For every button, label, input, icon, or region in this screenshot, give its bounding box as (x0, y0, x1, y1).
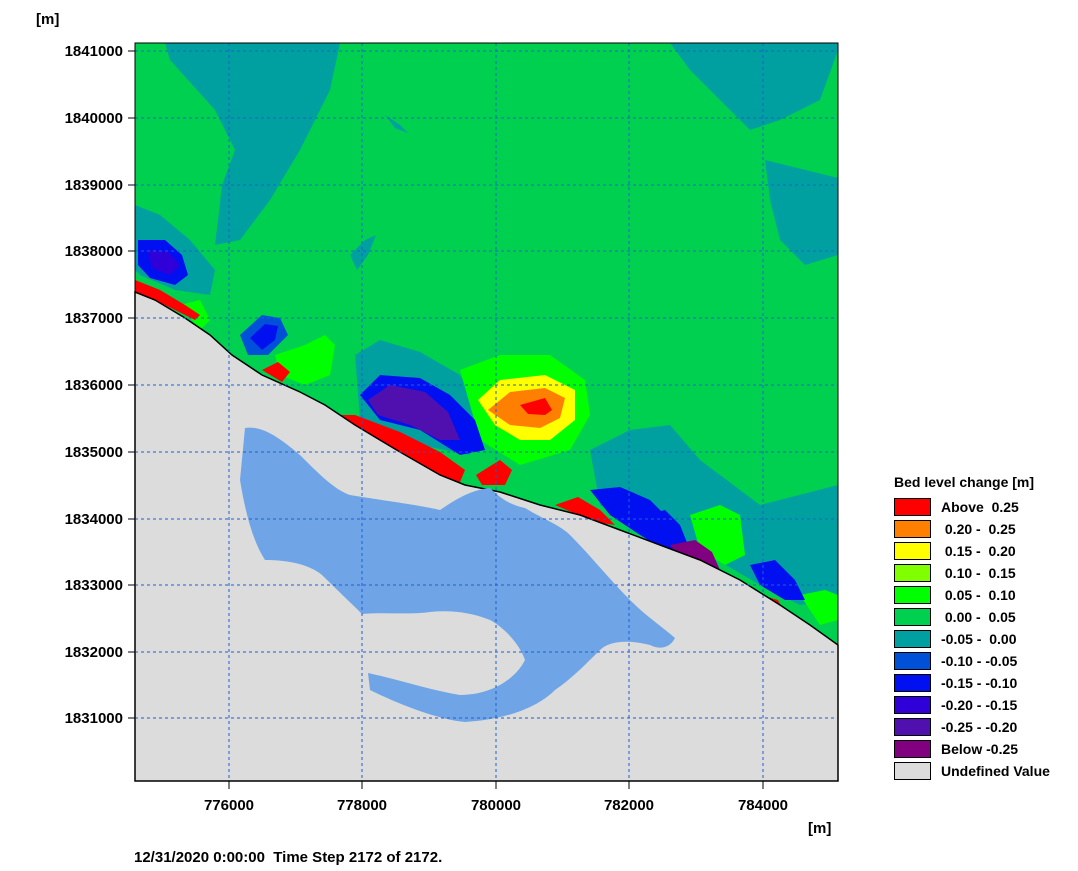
legend-item: 0.05 - 0.10 (894, 584, 1050, 606)
legend-item: Undefined Value (894, 760, 1050, 782)
teal-region-northeast (670, 43, 838, 130)
y-axis-ticks (128, 50, 135, 719)
blue-patch-southeast-2 (645, 510, 688, 552)
plot-frame (134, 42, 839, 782)
y-tick-label: 1831000 (65, 710, 123, 727)
teal-region-east (765, 160, 838, 265)
legend-swatch (894, 740, 931, 758)
blue-patch-southeast-3 (750, 560, 805, 600)
grid-lines (135, 43, 838, 781)
green-patch-4 (800, 590, 838, 625)
legend-swatch (894, 762, 931, 780)
x-axis-unit: [m] (808, 820, 832, 837)
y-tick-label: 1833000 (65, 577, 123, 594)
legend-label: Undefined Value (941, 763, 1050, 779)
legend-swatch (894, 520, 931, 538)
teal-region-northwest (165, 43, 340, 245)
legend-label: -0.25 - -0.20 (941, 719, 1018, 735)
legend-swatch (894, 630, 931, 648)
purple-patch-west (148, 250, 180, 275)
legend-item: Below -0.25 (894, 738, 1050, 760)
legend-swatch (894, 564, 931, 582)
legend-item: -0.25 - -0.20 (894, 716, 1050, 738)
legend: Bed level change [m] Above 0.25 0.20 - 0… (894, 474, 1050, 782)
x-tick-label: 778000 (337, 797, 387, 814)
teal-spot-north (385, 115, 408, 133)
purple-patch-center (368, 385, 460, 440)
legend-label: 0.15 - 0.20 (941, 543, 1016, 559)
legend-label: 0.10 - 0.15 (941, 565, 1016, 581)
y-tick-label: 1841000 (65, 43, 123, 60)
legend-swatch (894, 498, 931, 516)
legend-label: 0.00 - 0.05 (941, 609, 1016, 625)
legend-item: 0.20 - 0.25 (894, 518, 1050, 540)
y-tick-label: 1840000 (65, 110, 123, 127)
y-axis-labels: 1841000 1840000 1839000 1838000 1837000 … (65, 43, 123, 727)
legend-label: Above 0.25 (941, 499, 1019, 515)
x-tick-label: 784000 (738, 797, 788, 814)
red-patch-hill (520, 398, 552, 415)
legend-item: 0.10 - 0.15 (894, 562, 1050, 584)
x-axis-ticks (228, 781, 764, 789)
legend-label: -0.05 - 0.00 (941, 631, 1017, 647)
timestep-status: 12/31/2020 0:00:00 Time Step 2172 of 217… (134, 849, 443, 866)
purple-patch-southeast (670, 540, 720, 570)
map-area (134, 43, 839, 782)
y-tick-label: 1832000 (65, 644, 123, 661)
legend-swatch (894, 718, 931, 736)
blue-patch-2-inner (250, 324, 278, 350)
y-tick-label: 1836000 (65, 377, 123, 394)
red-patch-2 (262, 362, 290, 382)
inland-water-body (240, 427, 675, 722)
legend-label: -0.15 - -0.10 (941, 675, 1018, 691)
legend-rows: Above 0.25 0.20 - 0.25 0.15 - 0.20 0.10 … (894, 496, 1050, 782)
teal-spot-mid (350, 235, 376, 270)
y-tick-label: 1837000 (65, 310, 123, 327)
x-tick-label: 776000 (204, 797, 254, 814)
x-axis-labels: 776000 778000 780000 782000 784000 (204, 797, 788, 814)
x-tick-label: 780000 (471, 797, 521, 814)
legend-swatch (894, 674, 931, 692)
y-axis-unit: [m] (36, 11, 60, 28)
legend-title: Bed level change [m] (894, 474, 1035, 490)
legend-label: Below -0.25 (941, 741, 1019, 757)
x-tick-label: 782000 (604, 797, 654, 814)
legend-label: 0.05 - 0.10 (941, 587, 1016, 603)
y-tick-label: 1834000 (65, 511, 123, 528)
legend-item: -0.10 - -0.05 (894, 650, 1050, 672)
legend-swatch (894, 542, 931, 560)
red-strip-west (135, 280, 200, 320)
legend-label: -0.20 - -0.15 (941, 697, 1018, 713)
legend-label: 0.20 - 0.25 (941, 521, 1016, 537)
red-patch-4 (555, 497, 615, 525)
green-patch-1 (275, 335, 335, 385)
legend-item: 0.00 - 0.05 (894, 606, 1050, 628)
y-tick-label: 1835000 (65, 444, 123, 461)
legend-swatch (894, 696, 931, 714)
legend-label: -0.10 - -0.05 (941, 653, 1018, 669)
legend-item: -0.15 - -0.10 (894, 672, 1050, 694)
red-patch-3 (476, 460, 512, 485)
legend-swatch (894, 586, 931, 604)
legend-item: -0.05 - 0.00 (894, 628, 1050, 650)
y-tick-label: 1838000 (65, 243, 123, 260)
legend-item: -0.20 - -0.15 (894, 694, 1050, 716)
y-tick-label: 1839000 (65, 177, 123, 194)
legend-item: Above 0.25 (894, 496, 1050, 518)
legend-item: 0.15 - 0.20 (894, 540, 1050, 562)
legend-swatch (894, 608, 931, 626)
legend-swatch (894, 652, 931, 670)
